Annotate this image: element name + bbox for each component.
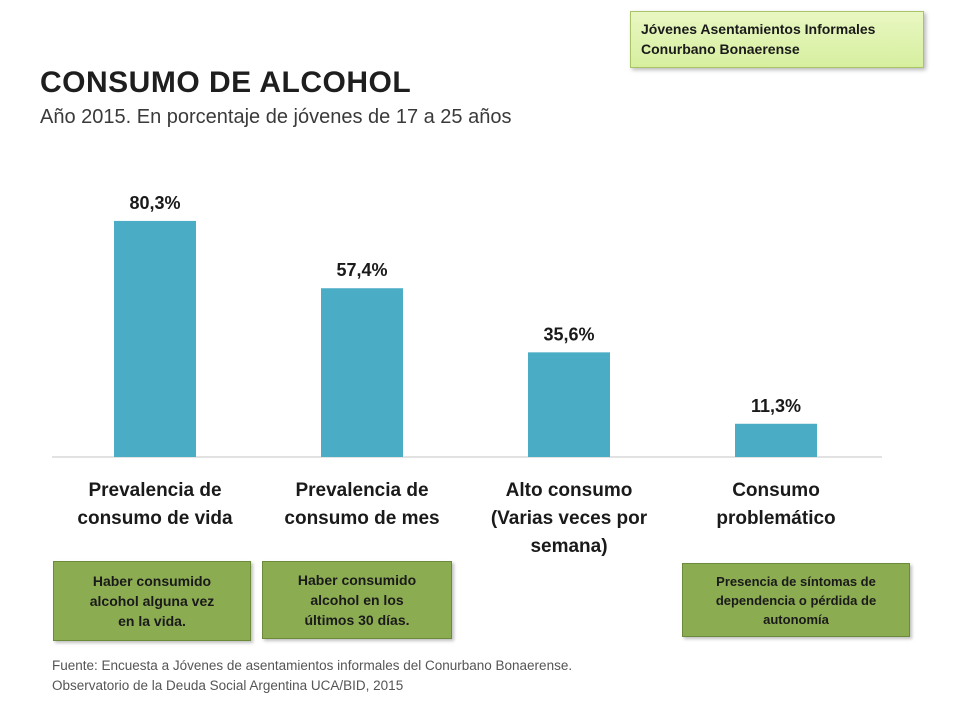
bar-vida <box>114 220 196 457</box>
badge-line-1: Jóvenes Asentamientos Informales <box>641 21 876 37</box>
bar-alto <box>528 352 610 457</box>
note-vida: Haber consumido alcohol alguna vez en la… <box>53 561 251 641</box>
info-badge: Jóvenes Asentamientos Informales Conurba… <box>630 11 924 68</box>
chart-title: CONSUMO DE ALCOHOL <box>40 66 412 99</box>
badge-line-2: Conurbano Bonaerense <box>641 41 800 57</box>
note-mes: Haber consumido alcohol en los últimos 3… <box>262 561 452 639</box>
bars-group <box>114 220 817 457</box>
value-label-vida: 80,3% <box>129 193 180 213</box>
category-label-problematico: Consumo problemático <box>716 480 836 529</box>
category-label-alto: Alto consumo (Varias veces por semana) <box>490 480 648 557</box>
category-label-mes: Prevalencia de consumo de mes <box>284 480 440 529</box>
category-label-vida: Prevalencia de consumo de vida <box>77 480 233 529</box>
bar-problematico <box>735 423 817 457</box>
source-note: Fuente: Encuesta a Jóvenes de asentamien… <box>52 658 573 693</box>
value-labels-group: 80,3% 57,4% 35,6% 11,3% <box>129 193 801 416</box>
value-label-problematico: 11,3% <box>751 396 801 416</box>
chart-subtitle: Año 2015. En porcentaje de jóvenes de 17… <box>40 106 512 128</box>
value-label-mes: 57,4% <box>336 260 387 280</box>
note-problematico: Presencia de síntomas de dependencia o p… <box>682 563 910 637</box>
bar-mes <box>321 288 403 457</box>
value-label-alto: 35,6% <box>543 324 594 344</box>
